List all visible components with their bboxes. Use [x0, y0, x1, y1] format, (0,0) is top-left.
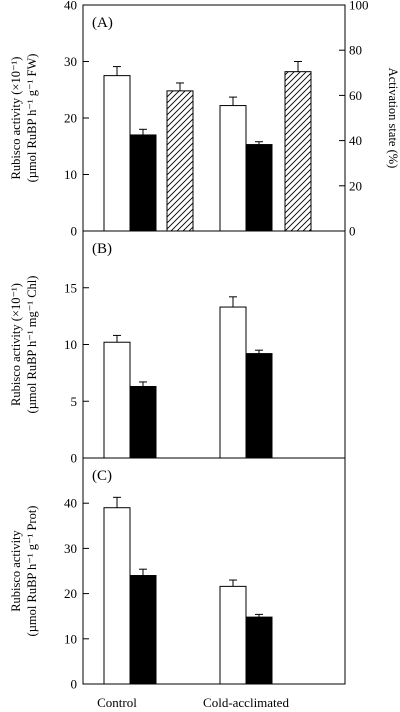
y-axis-label-line: (µmol RuBP h⁻¹ g⁻¹ Prot)	[25, 506, 39, 637]
y-tick-label: 30	[64, 541, 77, 556]
bar-hatched	[284, 71, 312, 232]
bar-open	[103, 507, 131, 685]
bar-filled	[129, 385, 157, 459]
y-axis-label-line: (µmol RuBP h⁻¹ mg⁻¹ Chl)	[25, 276, 39, 414]
y-tick-label: 0	[71, 677, 78, 692]
y-tick-label: 20	[64, 586, 77, 601]
y-tick-label: 20	[64, 111, 77, 126]
x-category-label: Control	[97, 695, 137, 710]
y2-tick-label: 60	[349, 88, 362, 103]
x-category-label: Cold-acclimated	[203, 695, 289, 710]
y-tick-label: 5	[71, 394, 78, 409]
y-axis-label-line: (µmol RuBP h⁻¹ g⁻¹ FW)	[25, 54, 39, 183]
y-tick-label: 10	[64, 631, 77, 646]
bar-filled	[245, 144, 273, 232]
y-tick-label: 40	[64, 0, 77, 13]
bar-filled	[245, 353, 273, 459]
y-axis-label-line: Rubisco activity	[9, 529, 23, 611]
panel-label: (B)	[92, 241, 112, 257]
y-tick-label: 0	[71, 451, 78, 466]
y2-tick-label: 40	[349, 133, 362, 148]
y2-tick-label: 0	[349, 224, 356, 239]
bar-open	[103, 75, 131, 232]
panel-label: (A)	[92, 15, 113, 31]
bar-open	[103, 341, 131, 459]
y2-axis-label: Activation state (%)	[386, 68, 400, 169]
y2-tick-label: 80	[349, 43, 362, 58]
y-tick-label: 10	[64, 167, 77, 182]
bar-filled	[245, 616, 273, 685]
y2-tick-label: 100	[349, 0, 369, 13]
y-axis-label-line: Rubisco activity (×10⁻¹)	[9, 283, 23, 406]
panel-frame	[82, 457, 346, 685]
y-tick-label: 15	[64, 280, 77, 295]
y-tick-label: 10	[64, 337, 77, 352]
bar-open	[219, 306, 247, 459]
bar-open	[219, 585, 247, 685]
bar-hatched	[166, 90, 194, 232]
y2-tick-label: 20	[349, 178, 362, 193]
bar-filled	[129, 575, 157, 685]
bar-filled	[129, 134, 157, 232]
bar-open	[219, 105, 247, 232]
panel-label: (C)	[92, 468, 112, 484]
y-axis-label-line: Rubisco activity (×10⁻¹)	[9, 57, 23, 180]
y-tick-label: 0	[71, 224, 78, 239]
y-tick-label: 30	[64, 54, 77, 69]
y-tick-label: 40	[64, 496, 77, 511]
